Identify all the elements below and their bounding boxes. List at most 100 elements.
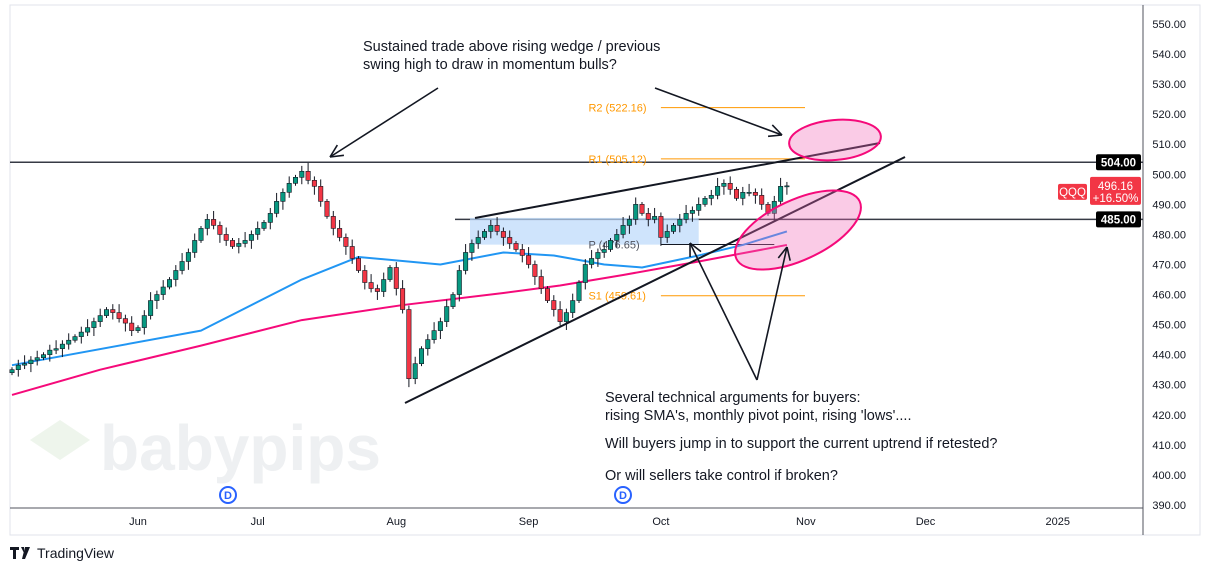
candle-body bbox=[267, 213, 273, 223]
time-tick-label: 2025 bbox=[1046, 516, 1070, 528]
symbol-label bbox=[1058, 183, 1087, 200]
arrow-to-breakout-head bbox=[767, 134, 783, 138]
candle-body bbox=[418, 348, 424, 364]
watermark: babypips bbox=[100, 412, 381, 484]
time-tick-label: Nov bbox=[796, 516, 816, 528]
price-tick-label: 390.00 bbox=[1152, 500, 1186, 512]
candle-body bbox=[299, 170, 305, 178]
candle-body bbox=[412, 363, 418, 380]
change-pct-text: +16.50% bbox=[1093, 193, 1139, 205]
price-tick-label: 420.00 bbox=[1152, 410, 1186, 422]
candle-body bbox=[292, 177, 298, 184]
arrow-to-sma-head bbox=[786, 246, 791, 261]
candle-body bbox=[97, 315, 103, 322]
last-price-label bbox=[1090, 176, 1141, 205]
candle-body bbox=[280, 192, 286, 202]
candle-body bbox=[645, 213, 651, 220]
candle-body bbox=[324, 201, 330, 217]
candle-body bbox=[154, 294, 160, 301]
candle-body bbox=[362, 270, 368, 283]
candle-body bbox=[91, 321, 97, 328]
candle-body bbox=[733, 189, 739, 199]
candle-body bbox=[242, 240, 248, 244]
candle-body bbox=[274, 201, 280, 214]
watermark-logo-shape bbox=[30, 420, 90, 460]
candle-body bbox=[626, 219, 632, 226]
candle-body bbox=[349, 246, 355, 259]
candle-body bbox=[148, 300, 154, 316]
candle-body bbox=[236, 243, 242, 247]
candle-body bbox=[551, 300, 557, 310]
candle-body bbox=[425, 339, 431, 349]
candle-body bbox=[223, 234, 229, 241]
candle-body bbox=[59, 343, 65, 349]
candle-body bbox=[179, 261, 185, 271]
price-tick-label: 500.00 bbox=[1152, 169, 1186, 181]
candle-body bbox=[28, 359, 34, 364]
brand-name: TradingView bbox=[37, 545, 115, 561]
candle-body bbox=[696, 204, 702, 211]
arrow-to-swing-high-head bbox=[329, 144, 339, 158]
candle-body bbox=[173, 270, 179, 280]
price-tick-label: 460.00 bbox=[1152, 290, 1186, 302]
candle-body bbox=[211, 219, 217, 226]
time-tick-label: Dec bbox=[916, 516, 936, 528]
candle-body bbox=[400, 288, 406, 310]
support-price-label-text: 485.00 bbox=[1101, 214, 1136, 226]
candle-body bbox=[677, 219, 683, 226]
tradingview-logo[interactable]: TradingView bbox=[10, 545, 114, 561]
sma-blue-line bbox=[11, 230, 788, 367]
candle-body bbox=[374, 288, 380, 292]
candle-body bbox=[204, 219, 210, 229]
annotation-retest: Will buyers jump in to support the curre… bbox=[605, 436, 998, 452]
candle-body bbox=[198, 228, 204, 241]
candle-body bbox=[708, 195, 714, 199]
candle-body bbox=[589, 258, 595, 265]
candle-body bbox=[85, 327, 91, 333]
candle-body bbox=[652, 216, 658, 220]
candle-body bbox=[160, 286, 166, 295]
annotation-top: Sustained trade above rising wedge / pre… bbox=[363, 39, 661, 73]
time-tick-label: Jun bbox=[129, 516, 147, 528]
candle-body bbox=[381, 279, 387, 292]
candle-body bbox=[500, 231, 506, 238]
dividend-marker bbox=[614, 486, 632, 504]
price-tick-label: 400.00 bbox=[1152, 470, 1186, 482]
arrow-to-breakout bbox=[654, 87, 783, 136]
candle-body bbox=[72, 336, 78, 341]
pivot-label: R2 (522.16) bbox=[588, 103, 646, 115]
candle-body bbox=[444, 306, 450, 322]
candle-body bbox=[475, 237, 481, 244]
candle-body bbox=[469, 243, 475, 253]
candle-body bbox=[727, 183, 733, 190]
candle-body bbox=[66, 339, 72, 345]
candle-body bbox=[343, 237, 349, 247]
price-tick-label: 440.00 bbox=[1152, 350, 1186, 362]
candle-body bbox=[607, 240, 613, 250]
wedge-upper-trendline bbox=[474, 142, 881, 219]
price-tick-label: 430.00 bbox=[1152, 380, 1186, 392]
time-tick-label: Aug bbox=[387, 516, 407, 528]
annotation-buyers: Several technical arguments for buyers: … bbox=[605, 390, 912, 424]
candle-body bbox=[620, 225, 626, 235]
arrow-to-pivot bbox=[689, 242, 758, 381]
candle-body bbox=[488, 225, 494, 232]
candle-body bbox=[664, 231, 670, 238]
candle-body bbox=[311, 180, 317, 187]
candle-body bbox=[34, 357, 40, 361]
resistance-price-label-text: 504.00 bbox=[1101, 157, 1136, 169]
candle-body bbox=[721, 183, 727, 187]
candle-body bbox=[633, 204, 639, 220]
annotation-sellers: Or will sellers take control if broken? bbox=[605, 468, 838, 484]
candle-body bbox=[40, 354, 46, 358]
arrow-to-sma bbox=[756, 246, 788, 381]
candle-body bbox=[715, 186, 721, 196]
candle-body bbox=[230, 240, 236, 247]
price-tick-label: 410.00 bbox=[1152, 440, 1186, 452]
candle-body bbox=[456, 270, 462, 295]
time-tick-label: Jul bbox=[251, 516, 265, 528]
candle-body bbox=[450, 294, 456, 307]
candle-body bbox=[192, 240, 198, 253]
candle-body bbox=[544, 288, 550, 301]
